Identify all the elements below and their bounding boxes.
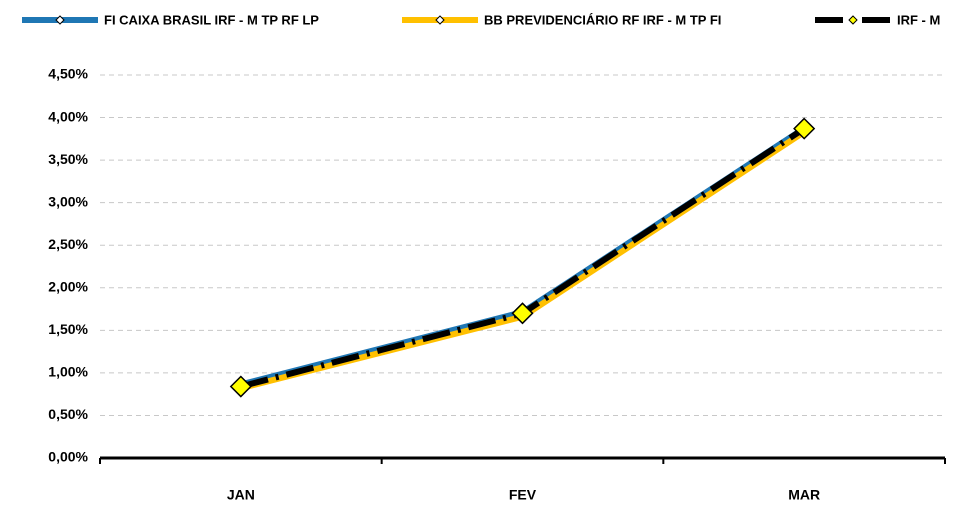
legend-marker <box>848 15 858 25</box>
legend-label: FI CAIXA BRASIL IRF - M TP RF LP <box>104 12 319 27</box>
legend-marker <box>435 15 445 25</box>
marker <box>511 302 534 325</box>
series-line <box>240 126 806 390</box>
x-tick-label: JAN <box>227 487 255 503</box>
y-tick-label: 2,50% <box>48 236 88 252</box>
y-tick-label: 1,50% <box>48 321 88 337</box>
y-tick-label: 0,00% <box>48 449 88 465</box>
y-tick-label: 3,00% <box>48 193 88 209</box>
y-tick-label: 4,50% <box>48 66 88 82</box>
y-tick-label: 1,00% <box>48 364 88 380</box>
y-tick-label: 0,50% <box>48 406 88 422</box>
y-tick-label: 2,00% <box>48 278 88 294</box>
x-tick-label: FEV <box>509 487 537 503</box>
x-tick-label: MAR <box>788 487 820 503</box>
series-line <box>240 125 806 387</box>
legend-marker <box>55 15 65 25</box>
series-line <box>240 129 806 392</box>
legend-label: IRF - M <box>897 12 940 27</box>
marker <box>229 375 252 398</box>
legend-label: BB PREVIDENCIÁRIO RF IRF - M TP FI <box>484 12 721 27</box>
y-tick-label: 4,00% <box>48 108 88 124</box>
y-tick-label: 3,50% <box>48 151 88 167</box>
marker <box>793 117 816 140</box>
